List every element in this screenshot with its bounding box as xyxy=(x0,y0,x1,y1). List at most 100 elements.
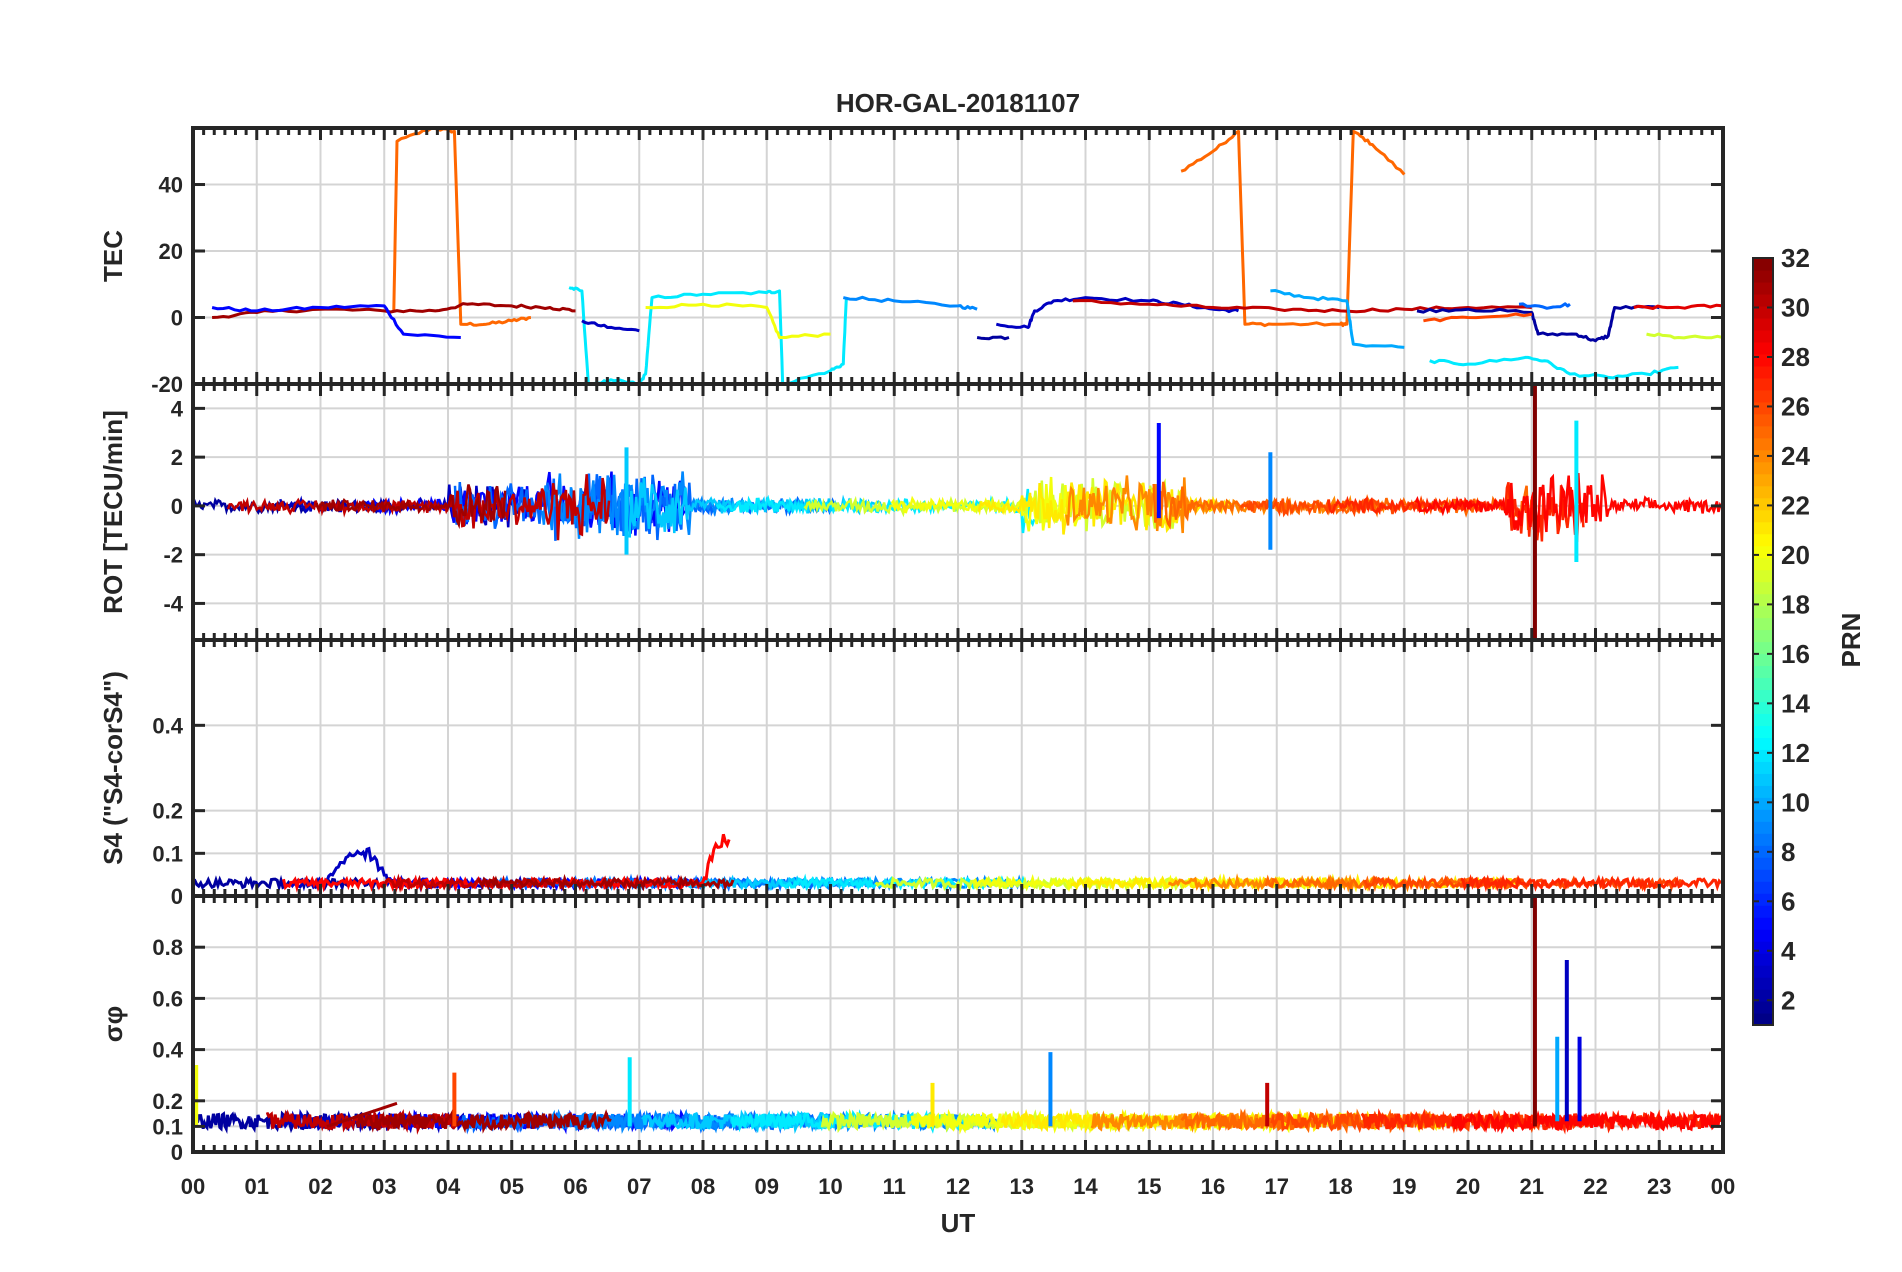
colorbar-segment xyxy=(1753,581,1773,595)
colorbar-segment xyxy=(1753,809,1773,822)
panel-data xyxy=(193,896,1723,1135)
colorbar-segment xyxy=(1753,965,1773,978)
xtick-label: 06 xyxy=(563,1174,587,1199)
grid xyxy=(193,640,1723,896)
tec-series-prn-3 xyxy=(581,319,640,333)
xtick-label: 21 xyxy=(1520,1174,1544,1199)
xtick-label: 08 xyxy=(691,1174,715,1199)
colorbar-segment xyxy=(1753,773,1773,786)
colorbar-segment xyxy=(1753,785,1773,798)
panel-sigma: 00.10.2 0.4 0.6 0.8 σφ xyxy=(98,894,1725,1165)
tec-series-prn-9 xyxy=(842,295,978,311)
colorbar-segment xyxy=(1753,521,1773,535)
colorbar-segment xyxy=(1753,617,1773,631)
colorbar-segment xyxy=(1753,269,1773,283)
panel-tec: -20 0 20 40 TEC xyxy=(98,126,1725,397)
colorbar-segment xyxy=(1753,497,1773,511)
xtick-label: 12 xyxy=(946,1174,970,1199)
colorbar-segment xyxy=(1753,281,1773,295)
colorbar-segment xyxy=(1753,533,1773,547)
colorbar-tick-label: 8 xyxy=(1781,837,1795,867)
colorbar-segment xyxy=(1753,605,1773,619)
tec-series-prn-2 xyxy=(1416,304,1660,343)
xtick-label: 02 xyxy=(308,1174,332,1199)
y-axis-label-tec: TEC xyxy=(98,230,128,282)
colorbar-segment xyxy=(1753,833,1773,846)
colorbar-segment xyxy=(1753,365,1773,379)
colorbar-segment xyxy=(1753,737,1773,750)
tec-series-prn-2 xyxy=(976,335,1010,341)
tec-series-prn-10 xyxy=(1270,289,1405,349)
tec-series-prn-29 xyxy=(1633,303,1723,310)
rot-series-prn-31 xyxy=(315,484,507,530)
tec-series-prn-20 xyxy=(645,302,831,339)
colorbar-segment xyxy=(1753,893,1773,906)
colorbar-segment xyxy=(1753,821,1773,834)
colorbar-segment xyxy=(1753,425,1773,439)
s4-series-prn-27 xyxy=(1460,874,1723,893)
ytick-label: 0 xyxy=(171,1140,183,1165)
colorbar-tick-label: 10 xyxy=(1781,787,1810,817)
colorbar-segment xyxy=(1753,641,1773,655)
xtick-label: 14 xyxy=(1073,1174,1098,1199)
xtick-label: 13 xyxy=(1010,1174,1034,1199)
colorbar-tick-label: 28 xyxy=(1781,342,1810,372)
colorbar-segment xyxy=(1753,1001,1773,1014)
colorbar-segment xyxy=(1753,401,1773,415)
xtick-label: 18 xyxy=(1328,1174,1352,1199)
y-axis-label-rot: ROT [TECU/min] xyxy=(98,410,128,614)
sigma-series-prn-24 xyxy=(1090,1110,1285,1133)
colorbar-segment xyxy=(1753,569,1773,583)
y-axis-label-sigma: σφ xyxy=(98,1006,128,1042)
colorbar-label: PRN xyxy=(1836,613,1866,668)
xtick-label: 20 xyxy=(1456,1174,1480,1199)
colorbar-tick-label: 18 xyxy=(1781,589,1810,619)
colorbar-segment xyxy=(1753,977,1773,990)
x-axis-label: UT xyxy=(941,1208,976,1238)
tec-series-prn-25 xyxy=(1180,129,1406,328)
colorbar-segment xyxy=(1753,869,1773,882)
colorbar-tick-label: 22 xyxy=(1781,490,1810,520)
xtick-label: 22 xyxy=(1583,1174,1607,1199)
colorbar-segment xyxy=(1753,557,1773,571)
colorbar-tick-label: 12 xyxy=(1781,738,1810,768)
colorbar-segment xyxy=(1753,305,1773,319)
ytick-label: 0.2 xyxy=(152,1089,183,1114)
sigma-series-prn-28 xyxy=(1450,1110,1723,1135)
xtick-label: 16 xyxy=(1201,1174,1225,1199)
colorbar-tick-label: 16 xyxy=(1781,639,1810,669)
grid xyxy=(193,384,1723,640)
s4-series-prn-31 xyxy=(477,873,735,892)
colorbar-segment xyxy=(1753,258,1773,271)
xtick-label: 11 xyxy=(883,1174,906,1199)
colorbar-segment xyxy=(1753,881,1773,894)
ytick-label: 20 xyxy=(159,239,183,264)
y-axis-label-s4: S4 ("S4-corS4") xyxy=(98,671,128,865)
colorbar-segment xyxy=(1753,413,1773,427)
colorbar-segment xyxy=(1753,761,1773,774)
colorbar-segment xyxy=(1753,665,1773,679)
tec-series-prn-25 xyxy=(392,128,532,327)
colorbar-segment xyxy=(1753,797,1773,810)
chart-title: HOR-GAL-20181107 xyxy=(836,88,1080,118)
colorbar-segment xyxy=(1753,953,1773,966)
colorbar-segment xyxy=(1753,677,1773,691)
colorbar-segment xyxy=(1753,749,1773,762)
ytick-label: 0.4 xyxy=(152,1038,183,1063)
ytick-label: 40 xyxy=(159,173,183,198)
xtick-label: 00 xyxy=(181,1174,205,1199)
sigma-series-prn-31 xyxy=(355,1109,612,1134)
ytick-label: 0.6 xyxy=(152,986,183,1011)
colorbar-segment xyxy=(1753,629,1773,643)
grid xyxy=(193,128,1723,384)
colorbar-segment xyxy=(1753,941,1773,954)
panel-data xyxy=(193,384,1723,640)
xtick-label: 23 xyxy=(1647,1174,1671,1199)
colorbar-segment xyxy=(1753,701,1773,715)
colorbar-segment xyxy=(1753,545,1773,559)
colorbar-segment xyxy=(1753,485,1773,499)
tec-series-prn-12 xyxy=(568,286,848,384)
